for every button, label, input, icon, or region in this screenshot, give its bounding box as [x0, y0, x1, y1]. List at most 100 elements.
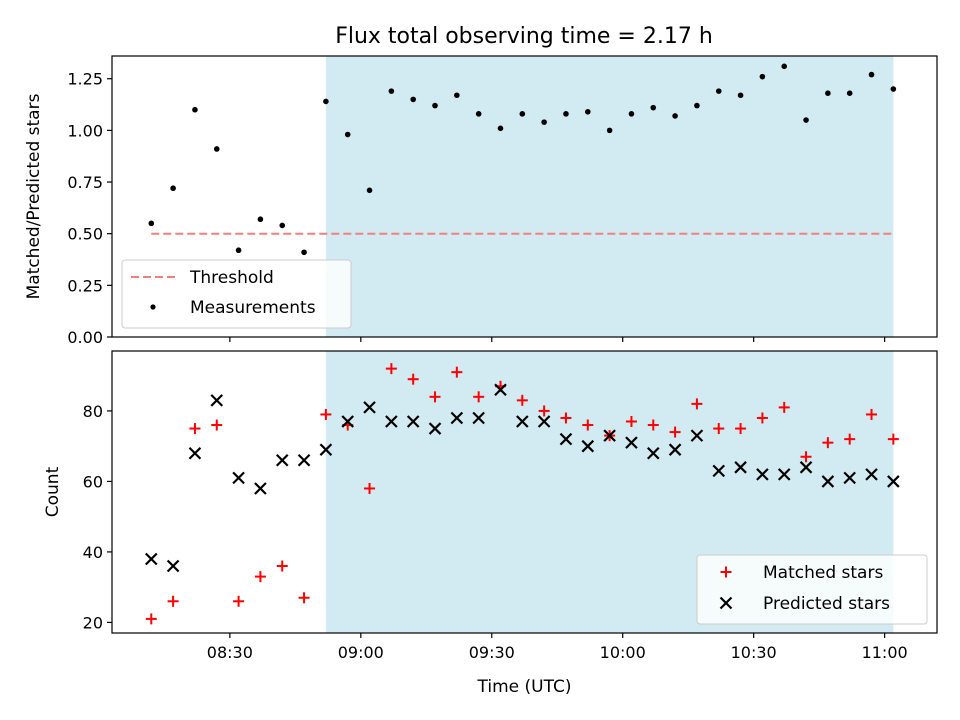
bottom-y-tick-label: 60: [83, 472, 103, 491]
matched-point: [298, 592, 310, 604]
bottom-x-ticks: 08:30 09:00 09:30 10:00 10:30 11:00: [207, 633, 908, 662]
measurement-point: [279, 222, 286, 229]
measurement-point: [410, 96, 416, 103]
x-tick-label: 10:30: [731, 643, 777, 662]
predicted-point: [777, 468, 791, 481]
predicted-legend-swatch: [719, 596, 733, 610]
top-legend-box: [121, 259, 352, 329]
matched-point: [866, 408, 878, 420]
x-tick-label: 08:30: [207, 643, 253, 662]
predicted-point: [145, 552, 158, 566]
top-x-ticks: [229, 337, 886, 342]
matched-point: [800, 451, 812, 463]
measurement-point: [497, 125, 504, 132]
bottom-y-tick-label: 80: [83, 402, 103, 421]
measurement-point: [148, 220, 155, 227]
measurement-point: [192, 106, 198, 113]
predicted-point: [494, 383, 507, 397]
bottom-axes-frame: [111, 350, 938, 634]
predicted-legend-marker: [719, 596, 733, 610]
top-y-tick-label: 0.00: [67, 328, 103, 347]
matched-point: [473, 391, 485, 403]
measurement-point: [846, 90, 853, 96]
predicted-point: [537, 415, 551, 428]
measurement-point: [650, 104, 657, 111]
matched-point: [385, 363, 397, 375]
predicted-point: [319, 443, 333, 456]
predicted-point: [821, 475, 835, 488]
predicted-point: [166, 559, 180, 573]
measurement-point: [475, 111, 482, 117]
measurement-point: [781, 63, 788, 70]
matched-point: [276, 560, 288, 572]
predicted-point: [385, 415, 398, 428]
matched-point: [145, 613, 157, 625]
top-window-rect: [325, 56, 894, 337]
measurement-point: [584, 108, 591, 115]
predicted-legend-label: Predicted stars: [763, 594, 890, 614]
measurement-point: [541, 119, 547, 125]
bottom-y-tick-label: 20: [83, 613, 103, 632]
predicted-point: [581, 439, 595, 453]
measurements-legend-swatch: [150, 304, 156, 310]
matched-point: [560, 412, 572, 424]
matched-point: [756, 412, 768, 424]
measurement-point: [213, 146, 220, 152]
top-axes-frame: [111, 55, 938, 338]
matched-point: [582, 419, 594, 431]
predicted-point: [210, 394, 224, 407]
measurement-point: [301, 249, 307, 256]
matched-point: [254, 571, 266, 583]
top-y-tick-label: 1.00: [67, 121, 103, 140]
predicted-point: [450, 411, 464, 425]
predicted-point: [756, 468, 769, 481]
x-tick-label: 11:00: [862, 643, 908, 662]
chart-title: Flux total observing time = 2.17 h: [335, 24, 713, 49]
matched-point: [538, 405, 550, 417]
measurement-point: [257, 216, 264, 223]
matched-point: [691, 398, 703, 410]
matched-point: [887, 433, 899, 445]
measurement-point: [868, 71, 875, 78]
matched-point: [233, 595, 245, 607]
predicted-point: [472, 411, 485, 425]
threshold-legend-label: Threshold: [189, 268, 274, 288]
predicted-point: [406, 415, 420, 428]
measurement-point: [388, 88, 395, 94]
matched-point: [516, 394, 528, 406]
bottom-legend: Matched stars Predicted stars: [696, 554, 928, 625]
predicted-point: [887, 475, 900, 488]
predicted-point: [603, 429, 616, 442]
measurement-point: [715, 88, 722, 94]
measurement-point: [694, 102, 700, 109]
bottom-legend-box: [696, 554, 928, 625]
predicted-point: [668, 443, 682, 456]
matched-legend-swatch: [720, 566, 732, 578]
matched-point: [713, 423, 725, 435]
predicted-points: [145, 383, 900, 573]
matched-point: [189, 423, 201, 435]
top-y-ticks: 0.00 0.25 0.50 0.75 1.00 1.25: [67, 70, 112, 347]
predicted-point: [843, 471, 856, 485]
predicted-point: [297, 453, 311, 467]
predicted-point: [690, 429, 704, 442]
matched-point: [822, 437, 834, 449]
top-y-axis-label: Matched/Predicted stars: [24, 93, 44, 299]
predicted-point: [363, 401, 376, 414]
predicted-point: [712, 464, 726, 478]
measurement-point: [672, 113, 678, 119]
matched-point: [407, 373, 419, 385]
matched-legend-marker: [720, 566, 732, 578]
measurement-point: [803, 117, 809, 123]
predicted-point: [799, 461, 813, 474]
matched-points: [145, 363, 899, 625]
matched-point: [451, 366, 463, 378]
bottom-y-ticks: 20 40 60 80: [83, 402, 112, 632]
bottom-y-tick-label: 40: [83, 543, 103, 562]
predicted-point: [625, 436, 638, 449]
matched-legend-label: Matched stars: [763, 563, 883, 583]
predicted-point: [516, 415, 529, 428]
measurement-point: [454, 92, 460, 99]
